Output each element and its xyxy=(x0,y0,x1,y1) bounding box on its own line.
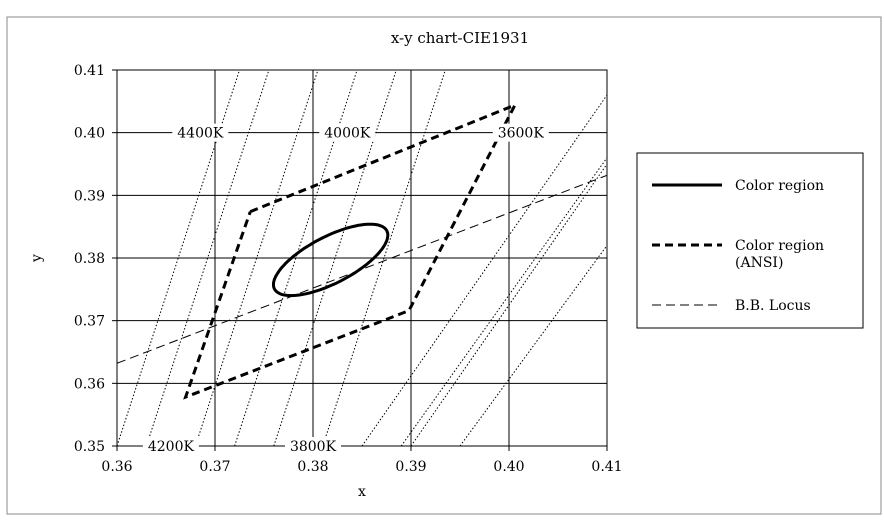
x-tick-label: 0.38 xyxy=(297,459,328,475)
isotherm-label-bg xyxy=(142,437,199,455)
isotherm-line xyxy=(322,70,446,446)
isotherm-line xyxy=(194,70,319,446)
isotherm-labels-layer: 4400K 4000K 3600K 4200K 3800K xyxy=(142,123,549,455)
series-layer xyxy=(117,102,607,400)
x-tick-label: 0.39 xyxy=(395,459,426,475)
isotherm-label-bg xyxy=(285,437,341,455)
isotherm-line xyxy=(361,94,607,446)
y-tick-label: 0.37 xyxy=(74,314,105,330)
isotherm-line xyxy=(273,70,397,446)
isotherm-label: 4000K xyxy=(324,126,371,142)
isotherm-label: 4400K xyxy=(177,126,224,142)
isotherm-label-bg xyxy=(319,123,376,142)
x-axis-label: x xyxy=(358,484,366,500)
isotherm-line xyxy=(459,245,607,446)
isotherm-line xyxy=(400,157,607,446)
isotherm-label-bg xyxy=(172,123,229,142)
isotherm-label: 3800K xyxy=(290,439,337,455)
tick-labels-layer: 0.36 0.37 0.38 0.39 0.40 0.41 0.35 0.36 0.37 0.38… xyxy=(74,63,623,475)
legend-box xyxy=(636,152,864,329)
x-tick-label: 0.41 xyxy=(591,459,622,475)
series-color-region-ansi xyxy=(183,102,519,400)
y-tick-label: 0.38 xyxy=(74,251,105,267)
isotherm-line xyxy=(410,163,607,446)
y-tick-label: 0.39 xyxy=(74,188,105,204)
series-color-region xyxy=(272,222,390,298)
legend-label: Color region xyxy=(735,238,824,254)
x-tick-label: 0.36 xyxy=(101,459,132,475)
isotherm-line xyxy=(145,70,270,446)
y-tick-label: 0.36 xyxy=(74,376,105,392)
isotherm-label-bg xyxy=(492,123,549,142)
legend-label-cont: (ANSI) xyxy=(735,255,783,271)
y-tick-label: 0.40 xyxy=(74,126,105,142)
chart-title: x-y chart-CIE1931 xyxy=(391,29,529,47)
y-tick-label: 0.35 xyxy=(74,439,105,455)
legend-label: Color region xyxy=(735,178,824,194)
x-tick-label: 0.40 xyxy=(493,459,524,475)
series-b-b-locus xyxy=(117,174,607,364)
legend-label: B.B. Locus xyxy=(735,298,811,314)
isotherm-label: 3600K xyxy=(498,126,545,142)
x-tick-label: 0.37 xyxy=(199,459,230,475)
y-axis-label: y xyxy=(29,254,45,263)
isotherm-label: 4200K xyxy=(148,439,195,455)
y-tick-label: 0.41 xyxy=(74,63,105,79)
